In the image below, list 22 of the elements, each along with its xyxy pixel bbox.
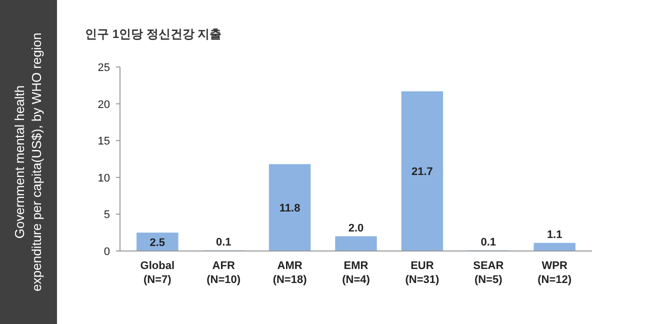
x-tick-label: EMR (N=4) (342, 260, 370, 286)
x-tick-label: SEAR (N=5) (473, 260, 504, 286)
data-label: 1.1 (546, 228, 562, 241)
data-label: 21.7 (411, 166, 433, 178)
data-label: 0.1 (480, 236, 496, 248)
y-tick-label: 25 (98, 62, 110, 74)
y-tick-label: 20 (98, 98, 110, 111)
x-tick-label: WPR (N=12) (538, 260, 572, 286)
x-tick-label: AMR (N=18) (272, 260, 308, 286)
x-tick-label: AFR (N=10) (206, 260, 241, 286)
data-label: 2.0 (348, 222, 364, 234)
chart-title: 인구 1인당 정신건강 지출 (85, 27, 222, 41)
y-tick-label: 5 (104, 209, 110, 222)
data-label: 0.1 (216, 236, 232, 248)
y-axis-title: Government mental health expenditure per capita(US$), by WHO region (12, 32, 44, 292)
x-tick-label: EUR (N=31) (405, 260, 440, 286)
data-label: 11.8 (279, 202, 300, 215)
y-tick-label: 0 (104, 246, 110, 258)
y-tick-label: 10 (98, 172, 110, 184)
y-tick-label: 15 (98, 136, 110, 148)
x-tick-label: Global (N=7) (140, 260, 175, 286)
data-label: 2.5 (150, 236, 166, 249)
